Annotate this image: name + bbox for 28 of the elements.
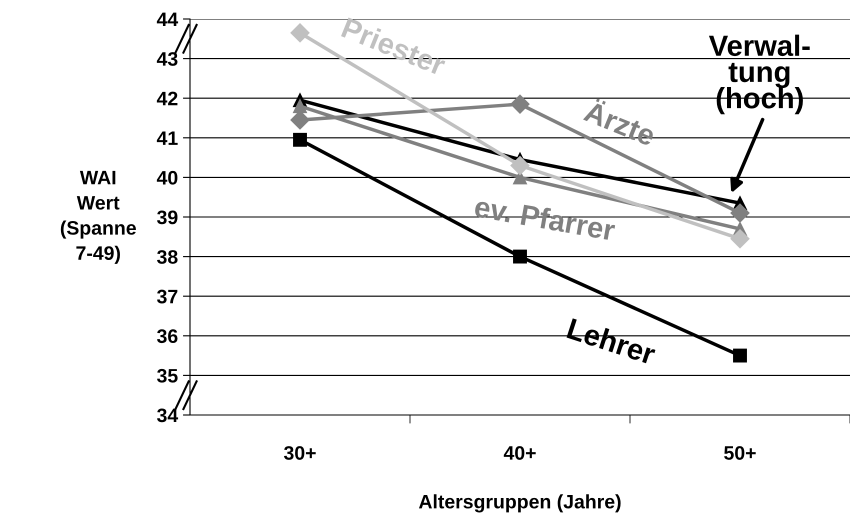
point xyxy=(730,204,750,223)
y-tick-label: 39 xyxy=(157,210,178,224)
y-tick-label: 43 xyxy=(156,52,178,66)
point xyxy=(293,99,307,114)
y-tick-label: 40 xyxy=(156,170,178,185)
y-tick-label: 34 xyxy=(157,408,178,422)
point xyxy=(513,250,527,264)
text: Lehrer xyxy=(566,317,658,366)
x-tick-label: 30+ xyxy=(284,446,316,460)
text: ev. Pfarrer xyxy=(474,195,616,241)
x-tick-label: 50+ xyxy=(724,446,756,460)
x-axis-title: Altersgruppen (Jahre) xyxy=(418,494,621,512)
y-tick-label: 38 xyxy=(157,250,178,264)
y-tick-label: 42 xyxy=(156,92,178,106)
y-tick-label: 44 xyxy=(156,12,178,26)
y-tick-label: 36 xyxy=(157,329,178,344)
x-tick-label: 40+ xyxy=(504,446,536,460)
point xyxy=(290,23,310,42)
point xyxy=(510,94,530,114)
point xyxy=(730,229,750,248)
y-tick-label: 35 xyxy=(157,368,178,383)
text: Ärzte xyxy=(582,96,658,146)
y-tick-label: 37 xyxy=(157,290,178,304)
point xyxy=(733,348,747,363)
point xyxy=(510,156,530,176)
y-tick-label: 41 xyxy=(156,131,178,145)
y-axis-title: WAI Wert (Spanne 7-49) xyxy=(60,170,136,264)
point xyxy=(293,132,307,147)
